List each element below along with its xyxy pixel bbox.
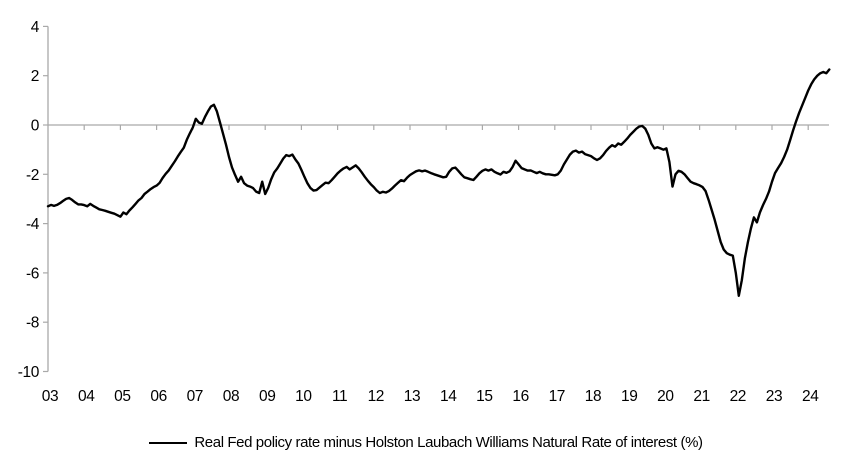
x-axis-label: 13 bbox=[404, 388, 420, 405]
y-axis-label: -2 bbox=[26, 167, 39, 184]
legend-label: Real Fed policy rate minus Holston Lauba… bbox=[194, 434, 703, 451]
x-axis-label: 06 bbox=[150, 388, 166, 405]
x-axis-label: 24 bbox=[802, 388, 819, 405]
x-axis-label: 04 bbox=[78, 388, 95, 405]
x-axis-label: 17 bbox=[549, 388, 565, 405]
y-axis-label: -10 bbox=[18, 364, 40, 381]
x-axis-label: 14 bbox=[440, 388, 457, 405]
y-axis-label: -6 bbox=[26, 265, 39, 282]
x-axis-label: 16 bbox=[512, 388, 528, 405]
x-axis-label: 23 bbox=[766, 388, 782, 405]
x-axis-label: 07 bbox=[187, 388, 203, 405]
x-axis-label: 15 bbox=[476, 388, 492, 405]
x-axis-label: 20 bbox=[657, 388, 674, 405]
legend: Real Fed policy rate minus Holston Lauba… bbox=[0, 434, 852, 451]
x-axis-label: 22 bbox=[730, 388, 746, 405]
y-axis-label: 2 bbox=[31, 68, 39, 85]
y-axis-label: 0 bbox=[31, 118, 40, 135]
x-axis-label: 21 bbox=[693, 388, 709, 405]
x-axis-label: 18 bbox=[585, 388, 601, 405]
x-axis-label: 12 bbox=[368, 388, 384, 405]
x-axis-label: 05 bbox=[114, 388, 130, 405]
x-axis-label: 03 bbox=[42, 388, 58, 405]
y-axis-label: 4 bbox=[31, 19, 40, 36]
x-axis-label: 10 bbox=[295, 388, 312, 405]
data-series-line bbox=[46, 68, 831, 297]
x-axis-label: 11 bbox=[332, 388, 347, 405]
x-axis-label: 19 bbox=[621, 388, 637, 405]
legend-line-sample bbox=[149, 441, 188, 444]
x-axis-label: 08 bbox=[223, 388, 239, 405]
y-axis-label: -4 bbox=[26, 216, 40, 233]
y-axis-label: -8 bbox=[26, 315, 39, 332]
x-axis-label: 09 bbox=[259, 388, 275, 405]
